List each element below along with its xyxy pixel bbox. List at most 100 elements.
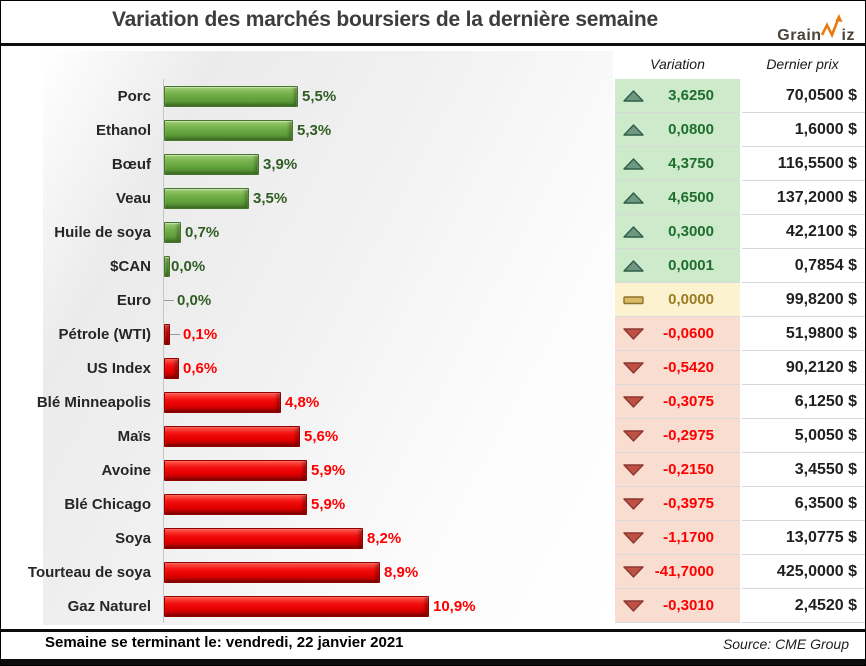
chart-rows: Porc 5,5% Ethanol 5,3% Bœuf 3,9% Veau 3,…: [3, 79, 613, 623]
variation-cell: 4,6500: [615, 181, 740, 215]
line-chart-arrow-icon: [820, 13, 843, 45]
bar-value-label: 8,2%: [367, 529, 402, 547]
direction-icon-box: [623, 294, 647, 306]
variation-value: 4,6500: [668, 189, 714, 206]
category-label: Gaz Naturel: [67, 597, 151, 615]
last-price-cell: 90,2120 $: [742, 351, 865, 385]
variation-value: 0,3000: [668, 223, 714, 240]
category-label: Ethanol: [96, 121, 151, 139]
category-label: US Index: [86, 359, 151, 377]
category-label: Soya: [115, 529, 151, 547]
value-bar: [164, 323, 170, 345]
variation-column: 3,6250 0,0800 4,3750: [615, 79, 740, 623]
triangle-up-icon: [623, 123, 644, 136]
last-price-cell: 99,8200 $: [742, 283, 865, 317]
chart-row: Avoine 5,9%: [3, 453, 613, 487]
variation-value: -0,3075: [663, 393, 714, 410]
last-price-cell: 0,7854 $: [742, 249, 865, 283]
variation-value: -0,2975: [663, 427, 714, 444]
bar-value-label: 5,3%: [297, 121, 332, 139]
last-price-cell: 13,0775 $: [742, 521, 865, 555]
triangle-down-icon: [623, 463, 644, 476]
bar-value-label: 5,9%: [311, 461, 346, 479]
bottom-black-strip: [1, 659, 865, 665]
variation-cell: -41,7000: [615, 555, 740, 589]
triangle-up-icon: [623, 157, 644, 170]
footer-divider: [1, 629, 865, 632]
value-bar: [164, 459, 307, 481]
bar-value-label: 0,1%: [183, 325, 218, 343]
triangle-down-icon: [623, 565, 644, 578]
variation-value: 4,3750: [668, 155, 714, 172]
bar-value-label: 5,9%: [311, 495, 346, 513]
triangle-down-icon: [623, 429, 644, 442]
last-price-cell: 137,2000 $: [742, 181, 865, 215]
variation-cell: 0,0800: [615, 113, 740, 147]
variation-value: 0,0001: [668, 257, 714, 274]
value-bar: [164, 221, 181, 243]
category-label: Blé Chicago: [64, 495, 151, 513]
direction-icon-box: [623, 361, 647, 374]
value-bar: [164, 187, 249, 209]
direction-icon-box: [623, 565, 647, 578]
direction-icon-box: [623, 463, 647, 476]
variation-value: -0,3975: [663, 495, 714, 512]
logo-text-iz: iz: [841, 27, 855, 44]
week-ending-label: Semaine se terminant le: vendredi, 22 ja…: [45, 634, 404, 651]
category-label: Euro: [116, 291, 151, 309]
triangle-up-icon: [623, 89, 644, 102]
column-header-last-price: Dernier prix: [766, 56, 839, 72]
direction-icon-box: [623, 429, 647, 442]
category-label: Pétrole (WTI): [58, 325, 152, 343]
triangle-up-icon: [623, 191, 644, 204]
triangle-down-icon: [623, 497, 644, 510]
direction-icon-box: [623, 259, 647, 272]
value-bar: [164, 493, 307, 515]
last-price-cell: 2,4520 $: [742, 589, 865, 623]
chart-row: Euro 0,0%: [3, 283, 613, 317]
grainwiz-logo: Grain iz: [777, 13, 855, 45]
last-price-column: 70,0500 $ 1,6000 $ 116,5500 $ 137,2000 $…: [742, 79, 865, 623]
triangle-down-icon: [623, 327, 644, 340]
category-label: Huile de soya: [54, 223, 151, 241]
last-price-cell: 42,2100 $: [742, 215, 865, 249]
value-bar: [164, 357, 179, 379]
chart-row: Pétrole (WTI) 0,1%: [3, 317, 613, 351]
variation-cell: -0,3075: [615, 385, 740, 419]
chart-row: Gaz Naturel 10,9%: [3, 589, 613, 623]
category-label: $CAN: [110, 257, 151, 275]
direction-icon-box: [623, 327, 647, 340]
variation-value: -0,0600: [663, 325, 714, 342]
chart-row: Soya 8,2%: [3, 521, 613, 555]
variation-cell: 3,6250: [615, 79, 740, 113]
direction-icon-box: [623, 191, 647, 204]
value-bar: [164, 595, 429, 617]
chart-row: Huile de soya 0,7%: [3, 215, 613, 249]
bar-value-label: 4,8%: [285, 393, 320, 411]
bar-value-label: 3,9%: [263, 155, 298, 173]
triangle-down-icon: [623, 395, 644, 408]
category-label: Porc: [117, 87, 151, 105]
last-price-cell: 70,0500 $: [742, 79, 865, 113]
variation-value: -1,1700: [663, 529, 714, 546]
value-bar: [164, 119, 293, 141]
page-title: Variation des marchés boursiers de la de…: [112, 8, 658, 31]
variation-cell: -0,2150: [615, 453, 740, 487]
variation-value: 0,0800: [668, 121, 714, 138]
variation-cell: -0,3010: [615, 589, 740, 623]
chart-row: Blé Minneapolis 4,8%: [3, 385, 613, 419]
chart-row: Ethanol 5,3%: [3, 113, 613, 147]
category-label: Avoine: [101, 461, 151, 479]
direction-icon-box: [623, 157, 647, 170]
title-bar: Variation des marchés boursiers de la de…: [1, 1, 865, 46]
category-label: Maïs: [117, 427, 151, 445]
bar-value-label: 0,6%: [183, 359, 218, 377]
triangle-down-icon: [623, 531, 644, 544]
value-bar: [164, 153, 259, 175]
value-bar: [164, 255, 170, 277]
variation-value: 3,6250: [668, 87, 714, 104]
bar-value-label: 10,9%: [433, 597, 476, 615]
value-bar: [164, 527, 363, 549]
direction-icon-box: [623, 89, 647, 102]
